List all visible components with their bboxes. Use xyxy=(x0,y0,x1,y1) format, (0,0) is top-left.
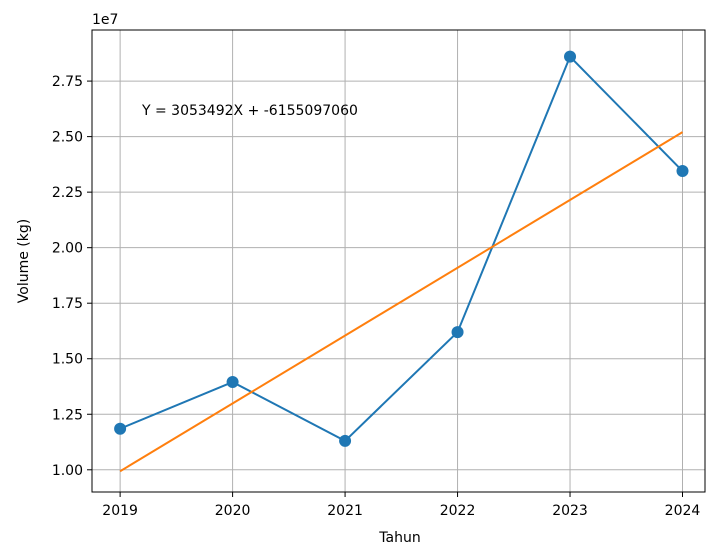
x-tick-label: 2024 xyxy=(665,503,701,519)
x-tick-label: 2023 xyxy=(552,503,588,519)
y-tick-label: 1.75 xyxy=(52,296,83,312)
data-point xyxy=(226,376,239,389)
y-tick-label: 2.50 xyxy=(52,130,83,146)
annotation: Y = 3053492X + -6155097060 xyxy=(141,103,358,119)
y-tick-label: 1.50 xyxy=(52,352,83,368)
data-point xyxy=(451,326,464,339)
x-tick-label: 2019 xyxy=(102,503,138,519)
y-tick-label: 1.00 xyxy=(52,463,83,479)
plot-frame xyxy=(91,29,706,493)
data-point xyxy=(676,165,689,178)
data-point xyxy=(339,434,352,447)
y-tick-label: 2.00 xyxy=(52,241,83,257)
plot-background xyxy=(92,30,705,492)
x-tick-label: 2020 xyxy=(215,503,251,519)
trend-line xyxy=(119,131,684,473)
data-series-line xyxy=(119,54,684,443)
x-axis-label: Tahun xyxy=(378,530,420,544)
y-tick-label: 1.25 xyxy=(52,407,83,423)
y-tick-label: 2.25 xyxy=(52,185,83,201)
y-offset-label: 1e7 xyxy=(92,12,118,28)
y-tick-label: 2.75 xyxy=(52,74,83,90)
x-tick-label: 2021 xyxy=(327,503,363,519)
ticks: 2019 2020 2021 2022 2023 2024 1.00 1.25 1.50 1.75… xyxy=(52,74,701,519)
data-point xyxy=(564,50,577,63)
x-tick-label: 2022 xyxy=(440,503,476,519)
y-axis-label: Volume (kg) xyxy=(16,219,32,303)
series-group xyxy=(114,50,689,473)
data-point xyxy=(114,422,127,435)
